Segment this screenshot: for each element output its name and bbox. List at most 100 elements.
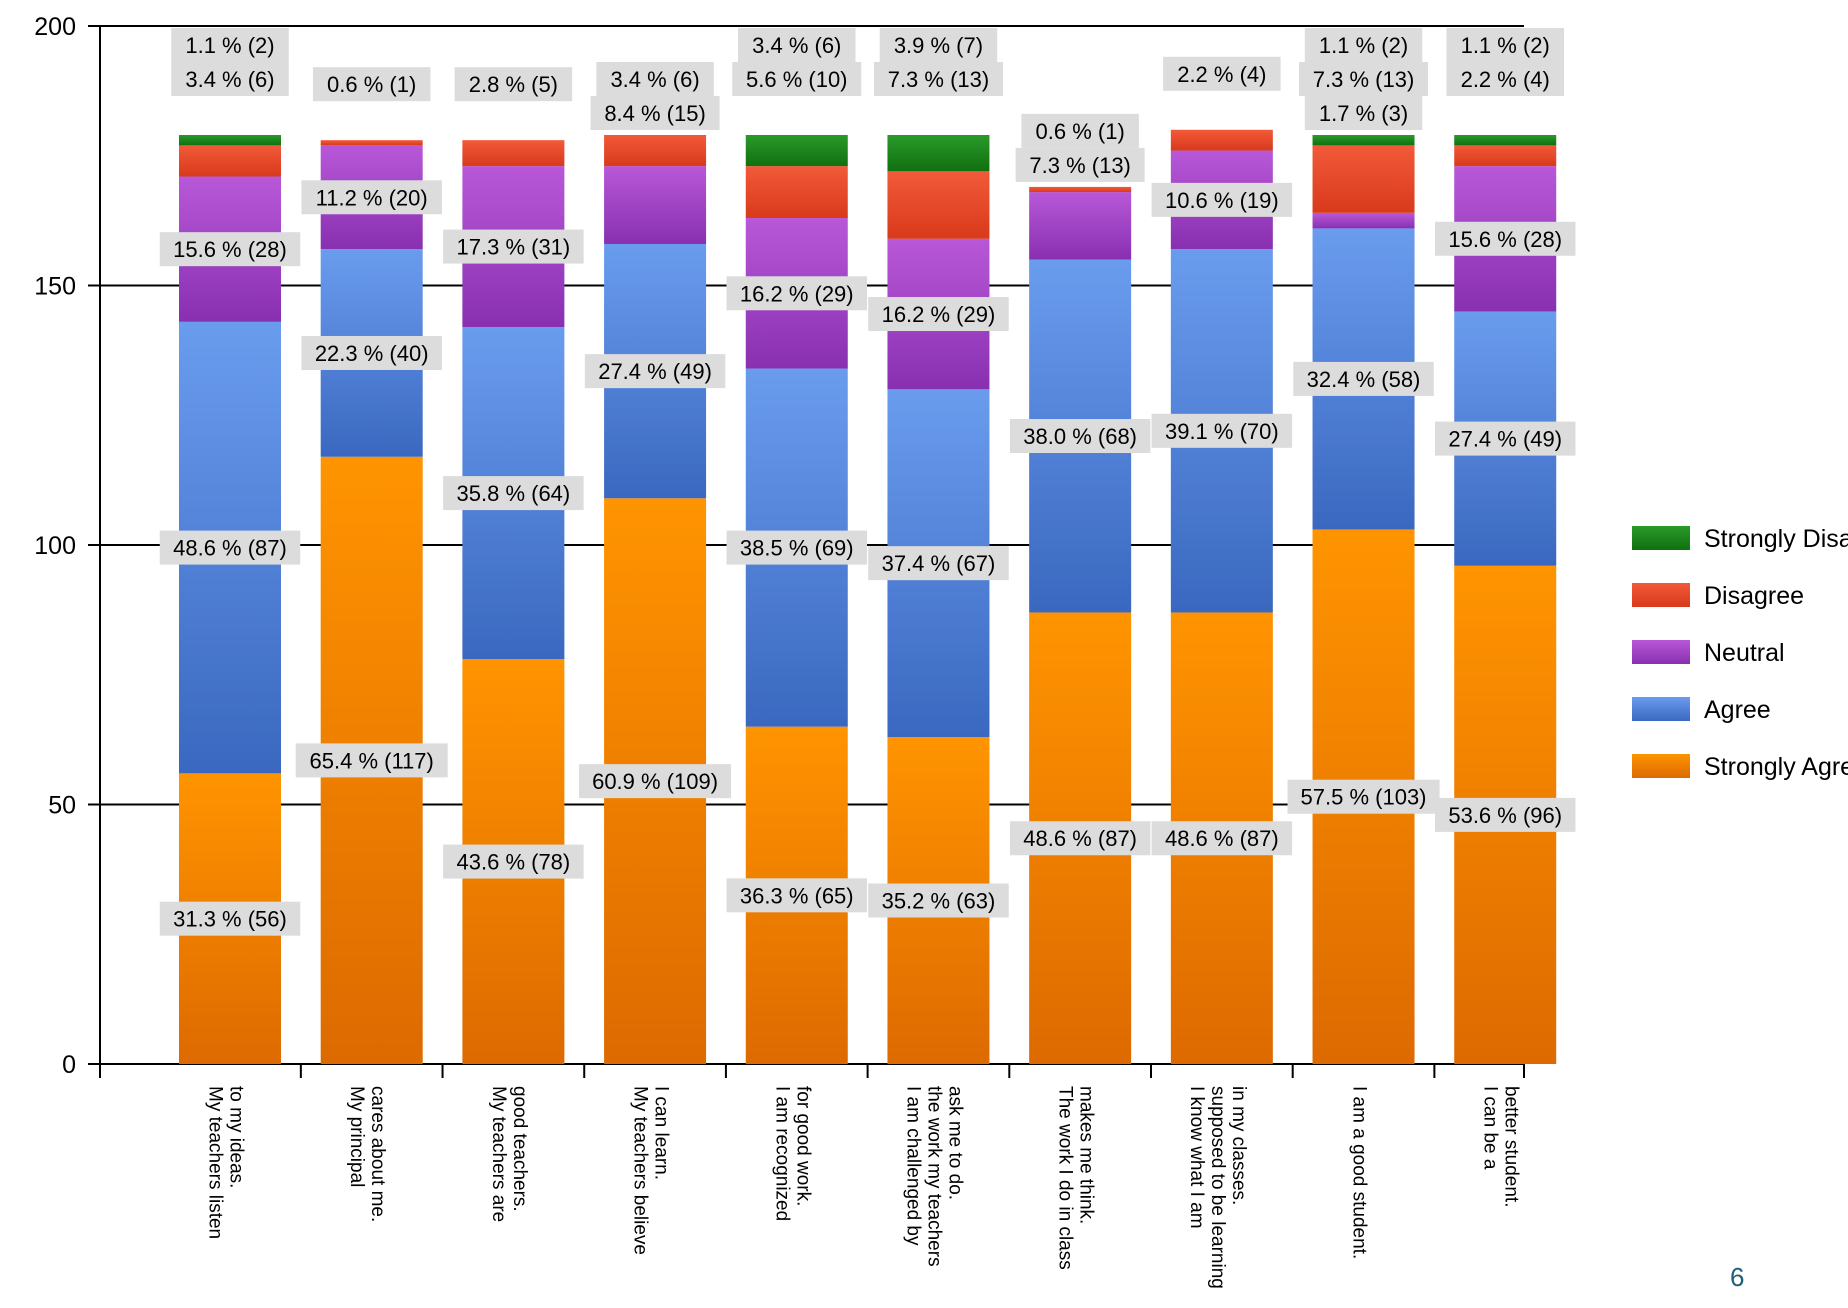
- data-label: 1.7 % (3): [1304, 95, 1423, 130]
- data-label-text: 27.4 % (49): [598, 359, 712, 384]
- legend-item: Agree: [1632, 696, 1771, 724]
- data-label: 5.6 % (10): [732, 61, 862, 96]
- y-tick-label: 200: [34, 13, 76, 41]
- data-label-text: 17.3 % (31): [457, 235, 571, 260]
- data-label: 3.4 % (6): [171, 61, 289, 96]
- data-label: 0.6 % (1): [312, 67, 431, 102]
- legend-swatch: [1632, 583, 1690, 607]
- bar-segment-strongly-disagree: [887, 134, 990, 172]
- legend-swatch: [1632, 640, 1690, 664]
- data-label-box: [171, 27, 289, 62]
- data-label-box: [1299, 61, 1429, 96]
- x-category-line: the work my teachers: [923, 1086, 944, 1267]
- x-category-label: I am challenged by the work my teachers as…: [902, 1086, 965, 1267]
- data-label: 2.2 % (4): [1446, 61, 1564, 96]
- data-label-text: 60.9 % (109): [592, 769, 718, 794]
- data-label-text: 39.1 % (70): [1165, 419, 1279, 444]
- data-label-text: 53.6 % (96): [1448, 803, 1562, 828]
- data-label-box: [295, 743, 448, 778]
- data-label-box: [1021, 113, 1139, 148]
- data-label: 35.8 % (64): [443, 476, 584, 511]
- data-label-box: [1434, 797, 1576, 832]
- x-category-line: I can be a: [1480, 1086, 1501, 1170]
- x-category-label: I can be a better student.: [1480, 1086, 1522, 1207]
- legend-swatch: [1632, 697, 1690, 721]
- data-label: 11.2 % (20): [301, 180, 442, 215]
- data-label-box: [584, 354, 726, 389]
- data-label-text: 7.3 % (13): [1313, 67, 1415, 92]
- data-label-text: 8.4 % (15): [604, 101, 706, 126]
- data-label: 7.3 % (13): [1299, 61, 1429, 96]
- bar-segment-disagree: [1029, 186, 1132, 193]
- x-category-line: I know what I am: [1186, 1086, 1207, 1229]
- data-label-box: [1287, 779, 1440, 814]
- data-labels: 31.3 % (56) 48.6 % (87) 15.6 % (28) 3.4 % (…: [159, 27, 1576, 936]
- x-category-line: My teachers listen: [205, 1086, 226, 1239]
- data-label-text: 35.2 % (63): [882, 889, 996, 914]
- data-label: 27.4 % (49): [584, 354, 726, 389]
- data-label-box: [738, 27, 856, 62]
- data-label-text: 7.3 % (13): [888, 67, 990, 92]
- data-label: 7.3 % (13): [1015, 147, 1145, 182]
- data-label-text: 2.8 % (5): [469, 72, 558, 97]
- x-category-label: My principal cares about me.: [346, 1086, 388, 1222]
- data-label-text: 2.2 % (4): [1461, 67, 1550, 92]
- data-label-text: 0.6 % (1): [327, 72, 416, 97]
- data-label: 36.3 % (65): [726, 878, 868, 913]
- data-label-text: 31.3 % (56): [173, 907, 287, 932]
- data-label-box: [454, 67, 573, 102]
- x-category-line: I am challenged by: [902, 1086, 923, 1246]
- data-label-box: [1446, 61, 1564, 96]
- data-label: 15.6 % (28): [1434, 221, 1576, 256]
- data-label: 60.9 % (109): [579, 764, 732, 799]
- data-label-box: [1151, 821, 1293, 856]
- legend-item: Strongly Disagree: [1632, 525, 1848, 553]
- data-label-box: [159, 232, 301, 267]
- x-category-label: My teachers listen to my ideas.: [205, 1086, 247, 1239]
- data-label: 8.4 % (15): [590, 95, 720, 130]
- data-label-box: [1304, 27, 1423, 62]
- data-label: 48.6 % (87): [1009, 821, 1151, 856]
- bar-segment-disagree: [1312, 145, 1415, 213]
- bar-segment-disagree: [887, 171, 990, 239]
- bar-segment-strongly-disagree: [1454, 134, 1557, 146]
- bar-segment-strongly-disagree: [179, 134, 281, 146]
- legend-label: Disagree: [1704, 582, 1804, 610]
- bar-segment-disagree: [1170, 129, 1273, 151]
- bar-segment-disagree: [320, 140, 423, 146]
- data-label: 37.4 % (67): [868, 546, 1009, 581]
- data-label-text: 32.4 % (58): [1307, 367, 1421, 392]
- data-label-text: 36.3 % (65): [740, 883, 854, 908]
- x-category-line: My teachers believe: [630, 1086, 651, 1255]
- data-label-box: [1015, 147, 1145, 182]
- data-label-text: 5.6 % (10): [746, 67, 848, 92]
- data-label-box: [590, 95, 720, 130]
- data-label-text: 10.6 % (19): [1165, 188, 1279, 213]
- data-label-box: [868, 883, 1009, 918]
- data-label-text: 48.6 % (87): [173, 536, 287, 561]
- x-category-line: to my ideas.: [226, 1086, 247, 1188]
- data-label: 1.1 % (2): [171, 27, 289, 62]
- category-labels: My teachers listen to my ideas. My princip…: [205, 1086, 1522, 1289]
- data-label-box: [443, 229, 584, 264]
- data-label-text: 43.6 % (78): [457, 850, 571, 875]
- legend-item: Disagree: [1632, 582, 1804, 610]
- x-category-line: I can learn.: [651, 1086, 672, 1180]
- bar-segment-disagree: [604, 134, 707, 167]
- data-label-text: 37.4 % (67): [882, 551, 996, 576]
- data-label-box: [879, 27, 998, 62]
- x-category-line: I am a good student.: [1349, 1086, 1370, 1259]
- data-label-text: 65.4 % (117): [310, 748, 434, 773]
- x-category-line: ask me to do.: [944, 1086, 965, 1200]
- data-label-box: [312, 67, 431, 102]
- bar-segment-neutral: [604, 166, 707, 244]
- data-label-box: [443, 844, 584, 879]
- x-category-line: The work I do in class: [1055, 1086, 1076, 1270]
- data-label-text: 48.6 % (87): [1165, 826, 1279, 851]
- data-label: 39.1 % (70): [1151, 413, 1293, 448]
- data-label: 48.6 % (87): [159, 530, 301, 565]
- data-label: 22.3 % (40): [301, 335, 442, 370]
- y-tick-label: 50: [48, 792, 76, 820]
- data-label-box: [873, 61, 1003, 96]
